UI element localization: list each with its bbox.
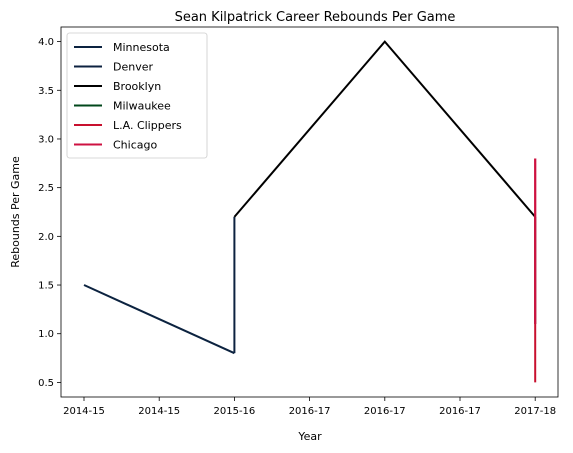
legend-frame (66, 32, 208, 159)
x-tick-label: 2014-15 (138, 406, 180, 417)
legend-label-denver: Denver (113, 61, 153, 74)
series-line-brooklyn (233, 40, 536, 218)
y-tick-label: 4.0 (38, 37, 54, 48)
plot-frame (60, 26, 559, 398)
y-tick-label: 3.5 (38, 86, 54, 97)
legend-label-brooklyn: Brooklyn (113, 80, 161, 93)
chart-title: Sean Kilpatrick Career Rebounds Per Game (175, 10, 456, 25)
y-tick-label: 3.0 (38, 134, 54, 145)
x-tick-label: 2017-18 (514, 406, 556, 417)
y-tick-label: 2.5 (38, 183, 54, 194)
legend-label-l-a-clippers: L.A. Clippers (113, 119, 182, 132)
y-axis-label: Rebounds Per Game (9, 156, 22, 268)
x-tick-label: 2016-17 (364, 406, 406, 417)
y-tick-label: 2.0 (38, 232, 54, 243)
x-tick-label: 2016-17 (289, 406, 331, 417)
y-tick-label: 1.5 (38, 281, 54, 292)
y-tick-label: 0.5 (38, 378, 54, 389)
series-lines (83, 40, 537, 383)
x-axis: 2014-15 2014-15 2015-16 2016-17 2016-17 2016-… (63, 397, 556, 417)
x-tick-label: 2015-16 (214, 406, 256, 417)
x-axis-label: Year (297, 430, 322, 443)
series-line-minnesota (83, 284, 235, 355)
y-axis: 0.5 1.0 1.5 2.0 2.5 3.0 3.5 4.0 (38, 37, 61, 389)
x-tick-label: 2014-15 (63, 406, 105, 417)
legend-label-chicago: Chicago (113, 139, 157, 152)
legend: Minnesota Denver Brooklyn Milwaukee L.A. Cli… (66, 32, 208, 159)
x-tick-label: 2016-17 (439, 406, 481, 417)
legend-label-milwaukee: Milwaukee (113, 100, 171, 113)
legend-label-minnesota: Minnesota (113, 41, 170, 54)
y-tick-label: 1.0 (38, 329, 54, 340)
